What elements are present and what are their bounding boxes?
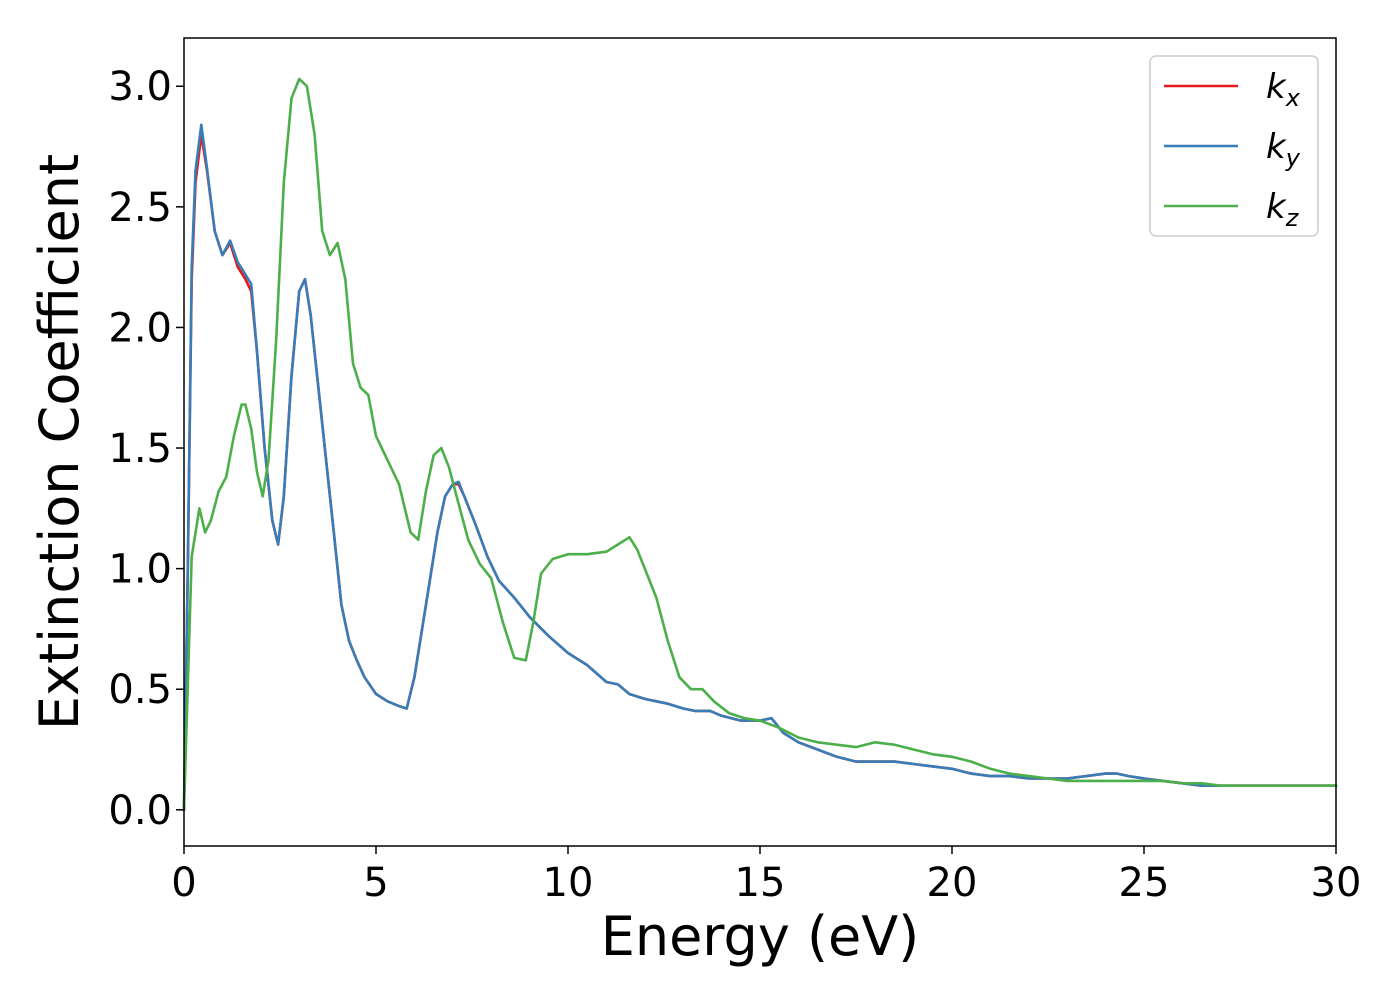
y-tick-label: 2.5 xyxy=(108,185,172,231)
y-tick-label: 1.5 xyxy=(108,426,172,472)
x-tick-label: 10 xyxy=(543,860,594,906)
series-line-z xyxy=(182,77,1338,812)
series-line-y xyxy=(182,123,1338,812)
x-axis-title: Energy (eV) xyxy=(601,905,920,968)
y-tick-label: 3.0 xyxy=(108,64,172,110)
y-tick-label: 0.5 xyxy=(108,667,172,713)
x-axis-ticks: 0 5 10 15 20 25 30 xyxy=(171,846,1361,906)
y-axis-ticks: 0.0 0.5 1.0 1.5 2.0 2.5 3.0 xyxy=(108,64,184,834)
y-axis-title: Extinction Coefficient xyxy=(28,154,91,730)
x-tick-label: 15 xyxy=(735,860,786,906)
x-tick-label: 5 xyxy=(363,860,388,906)
x-tick-label: 25 xyxy=(1119,860,1170,906)
y-tick-label: 2.0 xyxy=(108,305,172,351)
y-tick-label: 1.0 xyxy=(108,547,172,593)
y-tick-label: 0.0 xyxy=(108,788,172,834)
x-tick-label: 30 xyxy=(1311,860,1362,906)
series-layer xyxy=(182,77,1338,812)
x-tick-label: 20 xyxy=(927,860,978,906)
legend-label-z: kz xyxy=(1266,187,1300,232)
x-tick-label: 0 xyxy=(171,860,196,906)
